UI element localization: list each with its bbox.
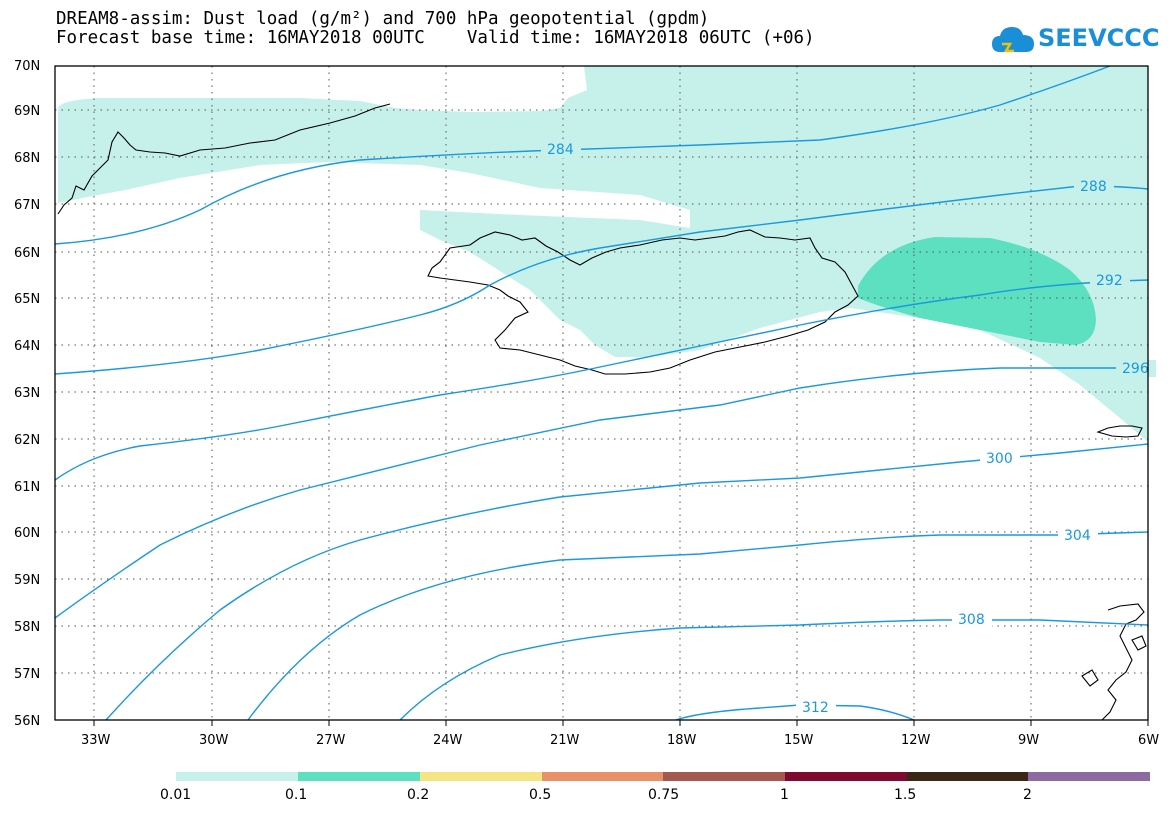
contour-label-308: 308 (958, 612, 985, 628)
lat-label: 70N (14, 59, 40, 74)
colorbar-swatch (663, 772, 785, 781)
lat-label: 61N (14, 480, 40, 495)
iceland-coast (427, 229, 859, 375)
colorbar: 0.01 0.1 0.2 0.5 0.75 1 1.5 2 (160, 772, 1150, 803)
colorbar-swatch (1028, 772, 1150, 781)
lat-label: 60N (14, 526, 40, 541)
contour-284 (54, 65, 1111, 245)
colorbar-label: 0.1 (285, 787, 307, 803)
lon-label: 30W (199, 733, 229, 748)
lat-label: 59N (14, 573, 40, 588)
longitude-labels: 33W 30W 27W 24W 21W 18W 15W 12W 9W 6W (81, 733, 1159, 748)
contour-300 (105, 443, 1149, 721)
contour-labels: 284 288 292 296 300 304 308 312 (541, 141, 1156, 716)
dust-area-light (58, 66, 1148, 442)
lon-label: 27W (316, 733, 346, 748)
contour-label-312: 312 (802, 700, 829, 716)
colorbar-label: 1.5 (894, 787, 916, 803)
lat-label: 57N (14, 667, 40, 682)
contour-label-292: 292 (1096, 273, 1123, 289)
colorbar-label: 1 (780, 787, 789, 803)
latitude-labels: 70N 69N 68N 67N 66N 65N 64N 63N 62N 61N … (14, 59, 40, 729)
lon-label: 18W (667, 733, 697, 748)
dust-area-medium (858, 237, 1096, 345)
contour-label-300: 300 (986, 451, 1013, 467)
contour-296 (54, 367, 1148, 619)
lat-label: 69N (14, 104, 40, 119)
greenland-coast (57, 103, 391, 215)
lon-label: 33W (81, 733, 111, 748)
colorbar-swatch (176, 772, 298, 781)
contour-label-304: 304 (1064, 528, 1091, 544)
colorbar-label: 0.01 (160, 787, 191, 803)
colorbar-label: 0.2 (407, 787, 429, 803)
map-frame (54, 65, 1149, 721)
faroe-coast (1096, 425, 1143, 438)
contour-label-296: 296 (1122, 361, 1149, 377)
colorbar-swatch (785, 772, 907, 781)
lon-label: 15W (784, 733, 814, 748)
lat-label: 62N (14, 433, 40, 448)
colorbar-swatch (298, 772, 420, 781)
contour-304 (247, 531, 1149, 721)
contour-288 (54, 185, 1149, 375)
contour-312 (675, 704, 915, 721)
axis-ticks (93, 720, 1149, 726)
coastlines (57, 103, 1147, 721)
lat-label: 64N (14, 339, 40, 354)
lon-label: 9W (1018, 733, 1039, 748)
map-subtitle: Forecast base time: 16MAY2018 00UTC Vali… (56, 28, 815, 48)
lat-label: 66N (14, 246, 40, 261)
islands-coast (1081, 635, 1147, 687)
lat-label: 68N (14, 151, 40, 166)
geopotential-contours (54, 65, 1149, 721)
colorbar-swatch (420, 772, 542, 781)
lat-label: 67N (14, 198, 40, 213)
colorbar-label: 0.5 (529, 787, 551, 803)
colorbar-swatch (907, 772, 1028, 781)
lat-label: 58N (14, 620, 40, 635)
contour-308 (399, 619, 1149, 721)
colorbar-label: 0.75 (648, 787, 679, 803)
lon-label: 6W (1138, 733, 1159, 748)
logo-text: SEEVCCC (1038, 24, 1160, 52)
lat-label: 65N (14, 292, 40, 307)
lon-label: 12W (901, 733, 931, 748)
lat-label: 63N (14, 386, 40, 401)
scotland-coast (1101, 603, 1145, 721)
contour-292 (54, 279, 1149, 481)
lat-label: 56N (14, 714, 40, 729)
contour-label-288: 288 (1080, 179, 1107, 195)
cloud-icon (992, 27, 1034, 53)
map-title: DREAM8-assim: Dust load (g/m²) and 700 h… (56, 9, 710, 29)
seevccc-logo: SEEVCCC (990, 22, 1160, 56)
contour-label-284: 284 (547, 142, 574, 158)
map-grid (55, 66, 1148, 720)
lon-label: 21W (550, 733, 580, 748)
colorbar-swatch (542, 772, 663, 781)
lon-label: 24W (433, 733, 463, 748)
colorbar-label: 2 (1023, 787, 1032, 803)
